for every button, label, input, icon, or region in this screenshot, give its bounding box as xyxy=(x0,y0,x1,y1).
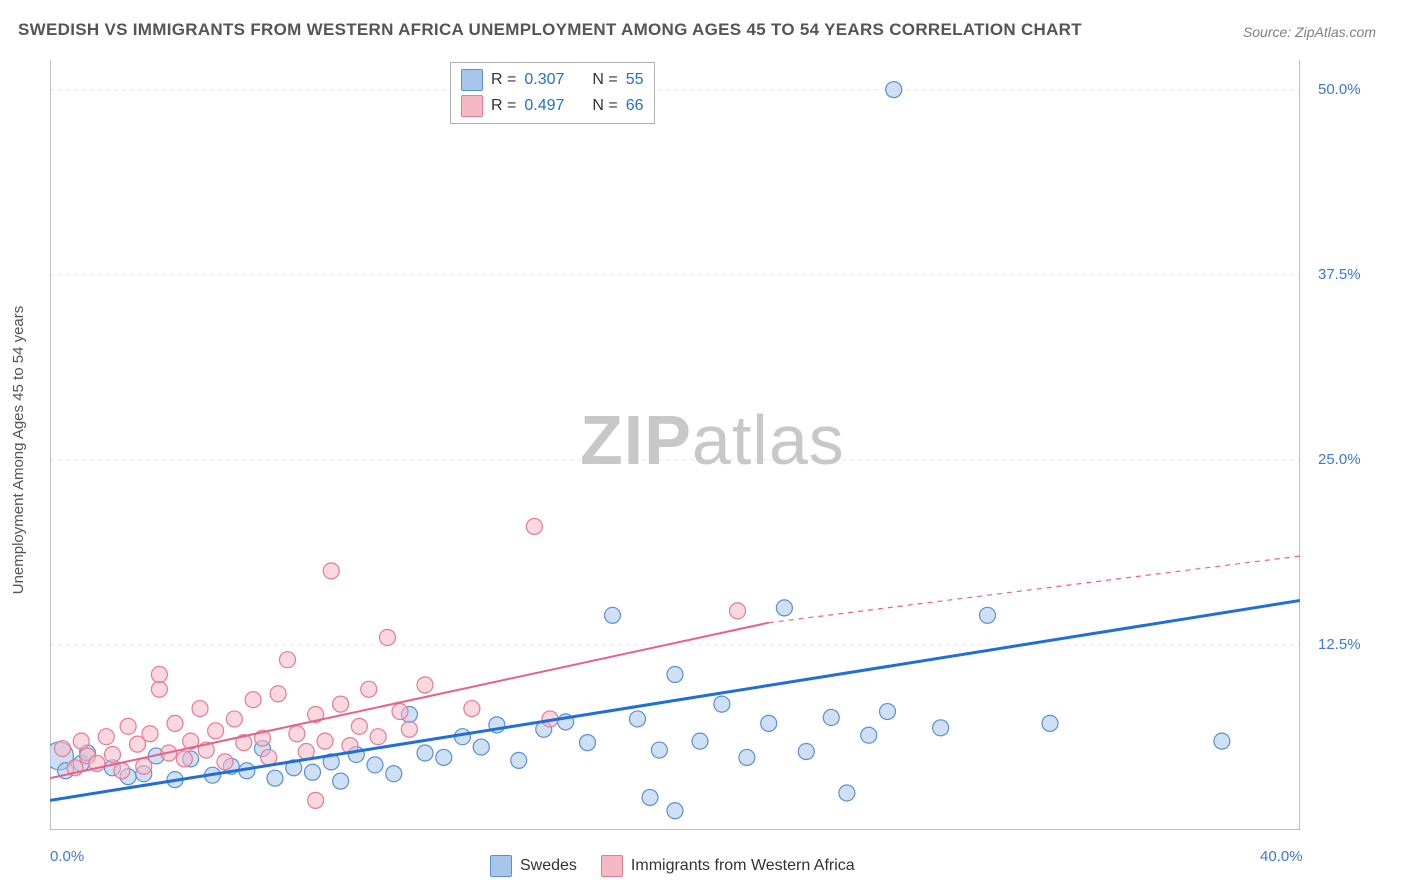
legend-r-value: 0.307 xyxy=(524,71,564,89)
legend-r-label: R = xyxy=(491,97,516,115)
scatter-plot xyxy=(50,60,1300,830)
legend-series-item: Swedes xyxy=(490,855,577,877)
legend-row: R = 0.307 N = 55 xyxy=(461,67,644,93)
y-tick-label: 12.5% xyxy=(1318,636,1361,653)
legend-swatch xyxy=(461,69,483,91)
legend-row: R = 0.497 N = 66 xyxy=(461,93,644,119)
legend-correlation: R = 0.307 N = 55 R = 0.497 N = 66 xyxy=(450,62,655,124)
plot-area: ZIPatlas xyxy=(50,60,1300,830)
source-label: Source: ZipAtlas.com xyxy=(1243,24,1376,40)
legend-series-label: Swedes xyxy=(520,857,577,875)
y-tick-label: 37.5% xyxy=(1318,266,1361,283)
y-tick-label: 50.0% xyxy=(1318,81,1361,98)
legend-r-label: R = xyxy=(491,71,516,89)
legend-n-value: 66 xyxy=(626,97,644,115)
legend-n-label: N = xyxy=(592,97,617,115)
legend-n-label: N = xyxy=(592,71,617,89)
x-tick-label: 0.0% xyxy=(50,848,84,865)
y-axis-label: Unemployment Among Ages 45 to 54 years xyxy=(10,306,27,595)
chart-title: SWEDISH VS IMMIGRANTS FROM WESTERN AFRIC… xyxy=(18,20,1082,40)
legend-series-item: Immigrants from Western Africa xyxy=(601,855,855,877)
legend-series-label: Immigrants from Western Africa xyxy=(631,857,855,875)
y-tick-label: 25.0% xyxy=(1318,451,1361,468)
x-tick-label: 40.0% xyxy=(1260,848,1303,865)
legend-series: Swedes Immigrants from Western Africa xyxy=(490,855,855,877)
legend-swatch xyxy=(490,855,512,877)
legend-r-value: 0.497 xyxy=(524,97,564,115)
legend-swatch xyxy=(601,855,623,877)
legend-n-value: 55 xyxy=(626,71,644,89)
legend-swatch xyxy=(461,95,483,117)
